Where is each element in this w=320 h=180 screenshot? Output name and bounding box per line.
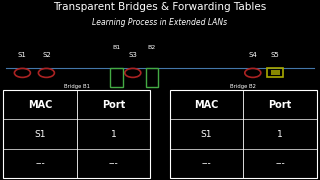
Text: B1: B1 xyxy=(112,45,121,50)
Bar xyxy=(267,68,283,77)
Text: B2: B2 xyxy=(148,45,156,50)
Bar xyxy=(110,68,123,87)
Bar xyxy=(170,90,317,178)
Text: ---: --- xyxy=(202,159,211,168)
Text: Bridge B2: Bridge B2 xyxy=(230,84,256,89)
Text: 1: 1 xyxy=(277,130,283,139)
Bar xyxy=(146,68,158,87)
Text: S4: S4 xyxy=(248,52,257,58)
Text: S1: S1 xyxy=(34,130,46,139)
Text: S1: S1 xyxy=(18,52,27,58)
Text: S2: S2 xyxy=(42,52,51,58)
Text: Port: Port xyxy=(102,100,125,110)
Text: MAC: MAC xyxy=(28,100,52,110)
Text: Learning Process in Extended LANs: Learning Process in Extended LANs xyxy=(92,18,228,27)
Text: ---: --- xyxy=(109,159,118,168)
Text: MAC: MAC xyxy=(194,100,219,110)
Text: ---: --- xyxy=(275,159,285,168)
Text: 1: 1 xyxy=(111,130,116,139)
Text: Port: Port xyxy=(268,100,292,110)
Text: S3: S3 xyxy=(128,52,137,58)
Text: S5: S5 xyxy=(271,52,280,58)
Text: S1: S1 xyxy=(201,130,212,139)
Text: Transparent Bridges & Forwarding Tables: Transparent Bridges & Forwarding Tables xyxy=(53,2,267,12)
Text: Bridge B1: Bridge B1 xyxy=(64,84,90,89)
Bar xyxy=(271,70,280,75)
Text: ---: --- xyxy=(35,159,45,168)
Bar xyxy=(3,90,150,178)
